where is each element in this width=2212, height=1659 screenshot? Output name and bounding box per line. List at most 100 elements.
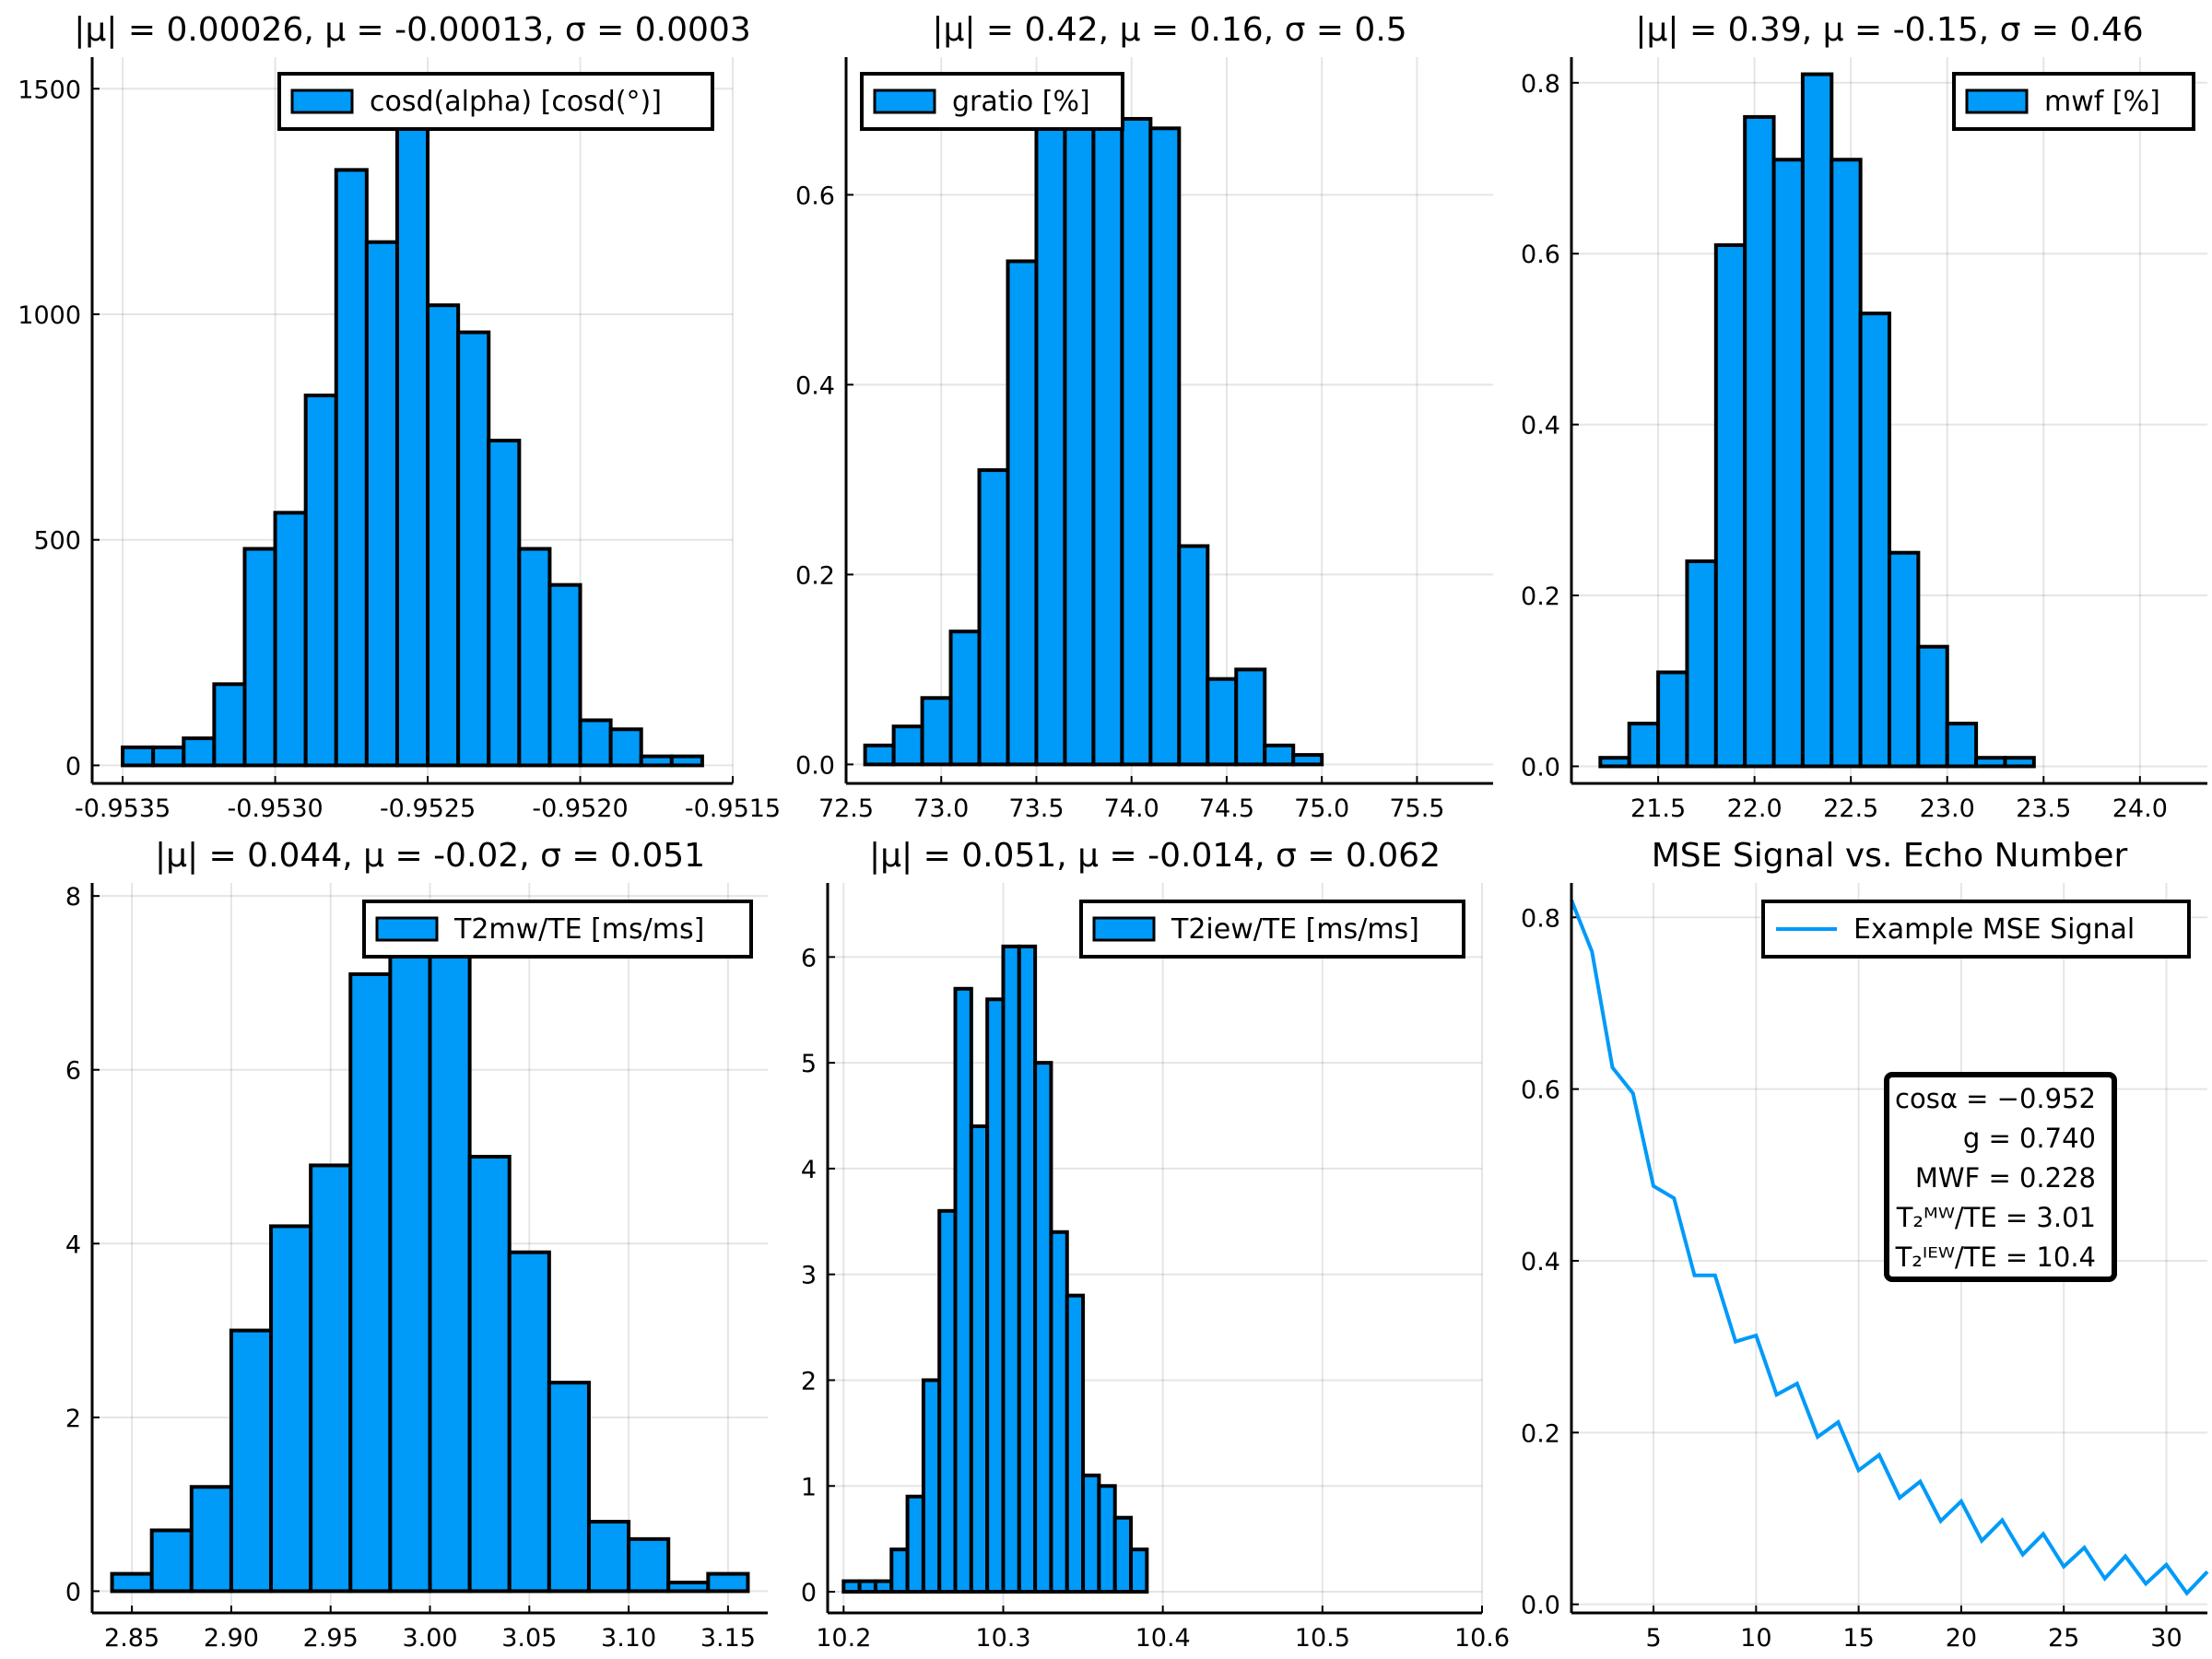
histogram-bar: [1234, 667, 1267, 767]
histogram-bar: [666, 1581, 711, 1594]
histogram-bar: [1771, 158, 1805, 769]
panel-title: |μ| = 0.044, μ = -0.02, σ = 0.051: [155, 837, 705, 875]
y-tick-label: 4: [801, 1156, 817, 1184]
annotation-box: cosα = −0.952 g = 0.740 MWF = 0.228 T₂ᴹᵂ/TE…: [1884, 1072, 2117, 1282]
histogram-bar: [1974, 756, 2007, 769]
panel-title: |μ| = 0.051, μ = -0.014, σ = 0.062: [869, 837, 1441, 875]
legend-label: T2iew/TE [ms/ms]: [1171, 913, 1419, 946]
x-tick-label: 10.2: [816, 1624, 871, 1653]
histogram-bar: [394, 104, 430, 768]
histogram-bar: [487, 439, 522, 768]
histogram-bar: [149, 1528, 194, 1594]
y-tick-label: 1: [801, 1473, 817, 1501]
legend-swatch: [375, 916, 439, 942]
histogram-bar: [1081, 1473, 1101, 1594]
legend-label: gratio [%]: [952, 86, 1090, 118]
x-tick-label: 25: [2048, 1624, 2079, 1653]
y-tick-label: 1500: [18, 76, 81, 104]
histogram-bar: [937, 1208, 958, 1594]
legend-label: cosd(alpha) [cosd(°)]: [370, 86, 662, 118]
y-tick-label: 6: [801, 944, 817, 972]
x-tick-label: 22.5: [1823, 794, 1878, 823]
x-tick-label: 74.0: [1104, 794, 1159, 823]
histogram-bar: [841, 1579, 862, 1594]
histogram-bar: [1065, 1293, 1086, 1594]
x-tick-label: 3.00: [402, 1624, 457, 1653]
histogram-bar: [273, 511, 308, 768]
x-tick-label: 73.5: [1008, 794, 1064, 823]
histogram-bar: [1656, 670, 1689, 769]
histogram-bar: [1148, 126, 1182, 767]
histogram-bar: [1916, 644, 1949, 769]
x-tick-label: 75.5: [1389, 794, 1444, 823]
y-tick-label: 0.6: [1521, 241, 1560, 269]
y-tick-label: 4: [65, 1230, 81, 1259]
x-tick-label: 75.0: [1294, 794, 1349, 823]
x-tick-label: 10.4: [1135, 1624, 1191, 1653]
histogram-bar: [627, 1536, 671, 1594]
y-tick-label: 6: [65, 1057, 81, 1086]
y-tick-label: 500: [33, 527, 81, 556]
legend: cosd(alpha) [cosd(°)]: [277, 72, 714, 131]
histogram-bar: [212, 682, 247, 768]
histogram-bar: [121, 745, 156, 768]
legend-swatch: [290, 88, 354, 114]
legend-label: Example MSE Signal: [1853, 913, 2135, 946]
x-tick-label: 10.5: [1295, 1624, 1350, 1653]
y-tick-label: 0: [801, 1579, 817, 1607]
y-tick-label: 0: [65, 1578, 81, 1606]
histogram-bar: [229, 1328, 274, 1594]
histogram-bar: [1206, 677, 1239, 767]
panel-mwf-histogram: |μ| = 0.39, μ = -0.15, σ = 0.46 21.5 22.0 2…: [1521, 11, 2207, 823]
histogram-bar: [905, 1494, 925, 1594]
x-tick-label: 2.90: [204, 1624, 259, 1653]
panel-mse-signal-line: MSE Signal vs. Echo Number 5 10 15 20 25 30 0.0…: [1521, 837, 2209, 1653]
y-tick-label: 0.2: [795, 561, 835, 590]
histogram-bar: [1888, 550, 1921, 769]
panel-title: MSE Signal vs. Echo Number: [1652, 837, 2128, 875]
y-tick-label: 0.4: [1521, 1248, 1560, 1277]
histogram-bar: [1063, 78, 1096, 767]
panel-title: |μ| = 0.00026, μ = -0.00013, σ = 0.0003: [74, 11, 751, 49]
x-tick-label: 3.05: [501, 1624, 557, 1653]
histogram-bar: [1291, 753, 1324, 767]
histogram-bar: [151, 745, 186, 768]
legend-label: mwf [%]: [2044, 86, 2160, 118]
y-tick-label: 0.0: [795, 751, 835, 780]
histogram-bar: [242, 547, 277, 768]
histogram-bar: [889, 1547, 910, 1594]
panel-gratio-histogram: |μ| = 0.42, μ = 0.16, σ = 0.5 72.5 73.0 73.…: [795, 11, 1493, 823]
y-tick-label: 2: [801, 1367, 817, 1395]
y-tick-label: 0.2: [1521, 582, 1560, 611]
histogram-bar: [1800, 72, 1834, 769]
legend: Example MSE Signal: [1761, 900, 2191, 959]
y-tick-label: 8: [65, 883, 81, 912]
histogram-bar: [706, 1571, 750, 1594]
y-tick-label: 0.6: [1521, 1077, 1560, 1105]
histogram-bar: [2003, 756, 2036, 769]
legend-swatch: [873, 88, 936, 114]
y-tick-label: 0: [65, 752, 81, 781]
y-tick-label: 0.0: [1521, 1592, 1560, 1620]
histogram-bar: [1112, 1515, 1134, 1594]
legend-swatch: [1092, 916, 1156, 942]
x-tick-label: 2.95: [303, 1624, 359, 1653]
histogram-bar: [547, 582, 582, 768]
histogram-bar: [1177, 544, 1210, 767]
y-tick-label: 0.2: [1521, 1419, 1560, 1448]
histogram-bar: [388, 946, 432, 1594]
histogram-bar: [1129, 1547, 1149, 1594]
histogram-bar: [1120, 116, 1153, 767]
histogram-bar: [467, 1155, 512, 1594]
histogram-bar: [426, 303, 461, 768]
histogram-bar: [1034, 107, 1067, 767]
x-tick-label: 10.6: [1454, 1624, 1510, 1653]
histogram-bar: [428, 946, 472, 1594]
y-tick-label: 0.6: [795, 182, 835, 210]
histogram-bar: [303, 394, 338, 768]
panel-title: |μ| = 0.39, μ = -0.15, σ = 0.46: [1635, 11, 2143, 49]
x-tick-label: -0.9530: [227, 794, 323, 823]
histogram-bar: [639, 754, 674, 768]
y-tick-label: 1000: [18, 301, 81, 330]
histogram-bar: [1001, 944, 1021, 1594]
